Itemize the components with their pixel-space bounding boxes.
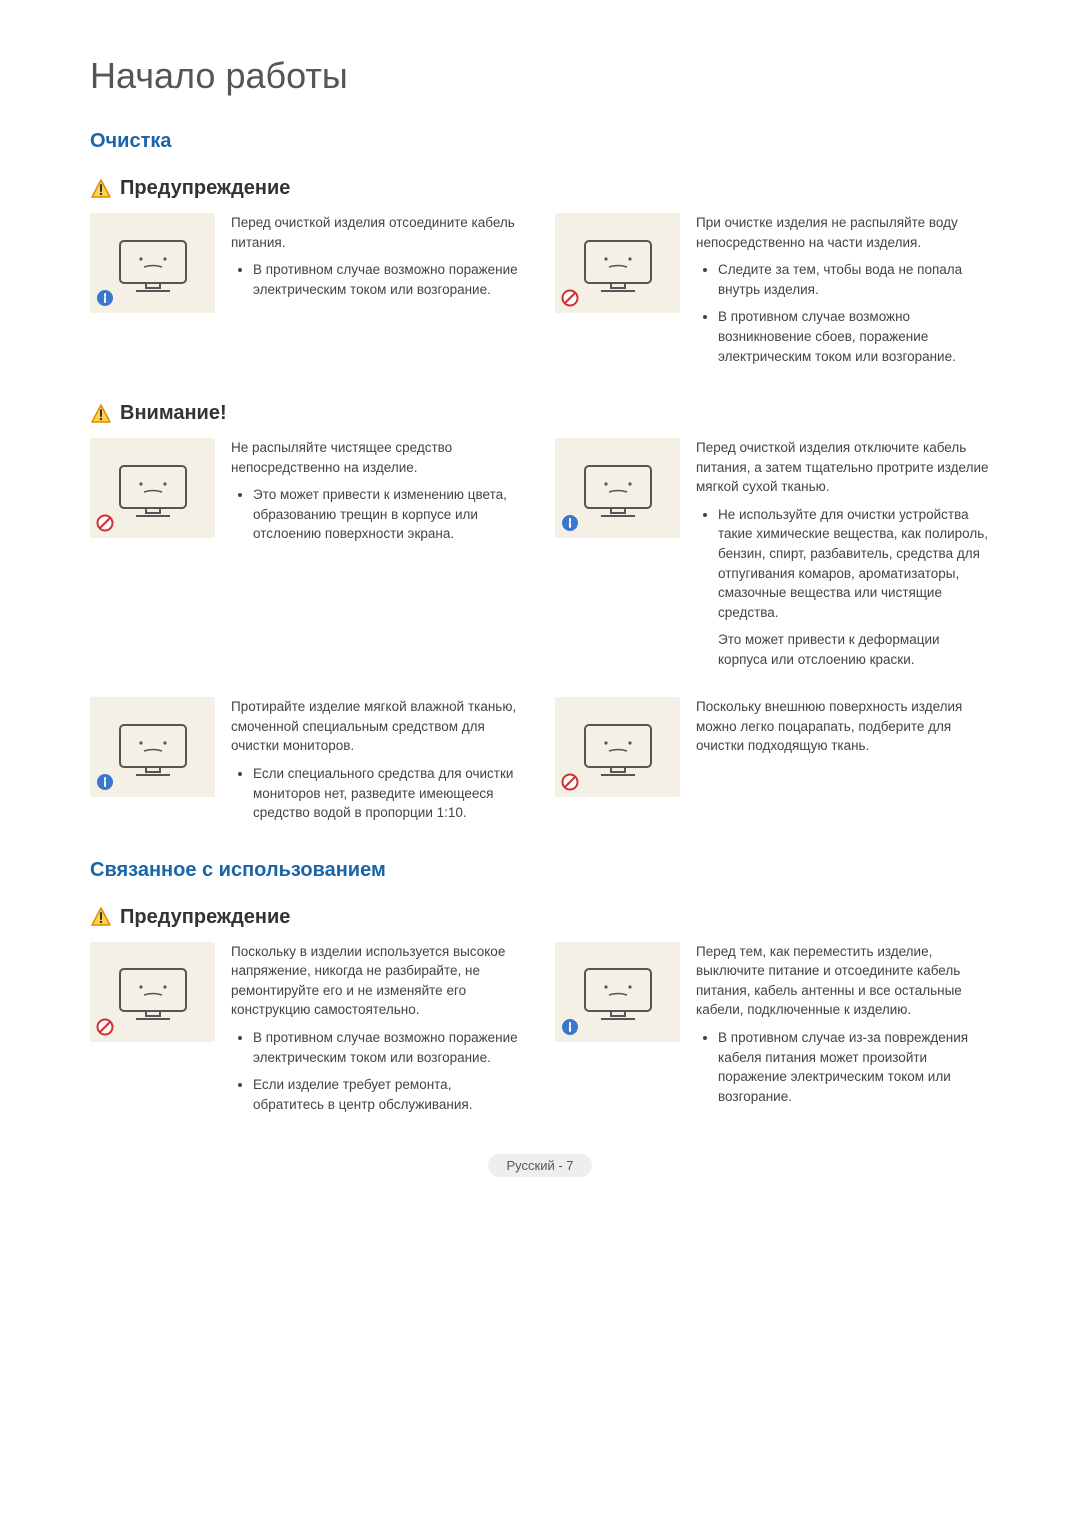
illustration (90, 697, 215, 797)
caution-heading: Внимание! (120, 399, 227, 428)
warning-icon (90, 178, 112, 200)
illustration (90, 213, 215, 313)
warning-heading: Предупреждение (120, 903, 290, 932)
page-footer: Русский - 7 (90, 1157, 990, 1176)
illustration (555, 697, 680, 797)
illustration (555, 942, 680, 1042)
prohibit-icon (561, 289, 579, 307)
instruction-text: Перед очисткой изделия отсоедините кабел… (231, 213, 525, 374)
illustration (555, 213, 680, 313)
warning-icon (90, 906, 112, 928)
illustration (555, 438, 680, 538)
cleaning-caution-block: Внимание! Не распыляйте чистящее средств… (90, 399, 990, 831)
instruction-text: Протирайте изделие мягкой влажной тканью… (231, 697, 525, 830)
usage-warning-block: Предупреждение Поскольку в изделии испол… (90, 903, 990, 1123)
illustration (90, 438, 215, 538)
info-icon (561, 514, 579, 532)
warning-heading: Предупреждение (120, 174, 290, 203)
section-cleaning-title: Очистка (90, 127, 990, 156)
instruction-text: Перед тем, как переместить изделие, выкл… (696, 942, 990, 1123)
warning-icon (90, 403, 112, 425)
info-icon (96, 289, 114, 307)
info-icon (96, 773, 114, 791)
page-title: Начало работы (90, 50, 990, 102)
info-icon (561, 1018, 579, 1036)
instruction-text: При очистке изделия не распыляйте воду н… (696, 213, 990, 374)
cleaning-warning-block: Предупреждение Перед очисткой изделия от… (90, 174, 990, 374)
prohibit-icon (96, 1018, 114, 1036)
section-usage-title: Связанное с использованием (90, 856, 990, 885)
instruction-text: Поскольку внешнюю поверхность изделия мо… (696, 697, 990, 830)
instruction-text: Поскольку в изделии используется высокое… (231, 942, 525, 1123)
prohibit-icon (561, 773, 579, 791)
illustration (90, 942, 215, 1042)
instruction-text: Перед очисткой изделия отключите кабель … (696, 438, 990, 677)
prohibit-icon (96, 514, 114, 532)
instruction-text: Не распыляйте чистящее средство непосред… (231, 438, 525, 677)
